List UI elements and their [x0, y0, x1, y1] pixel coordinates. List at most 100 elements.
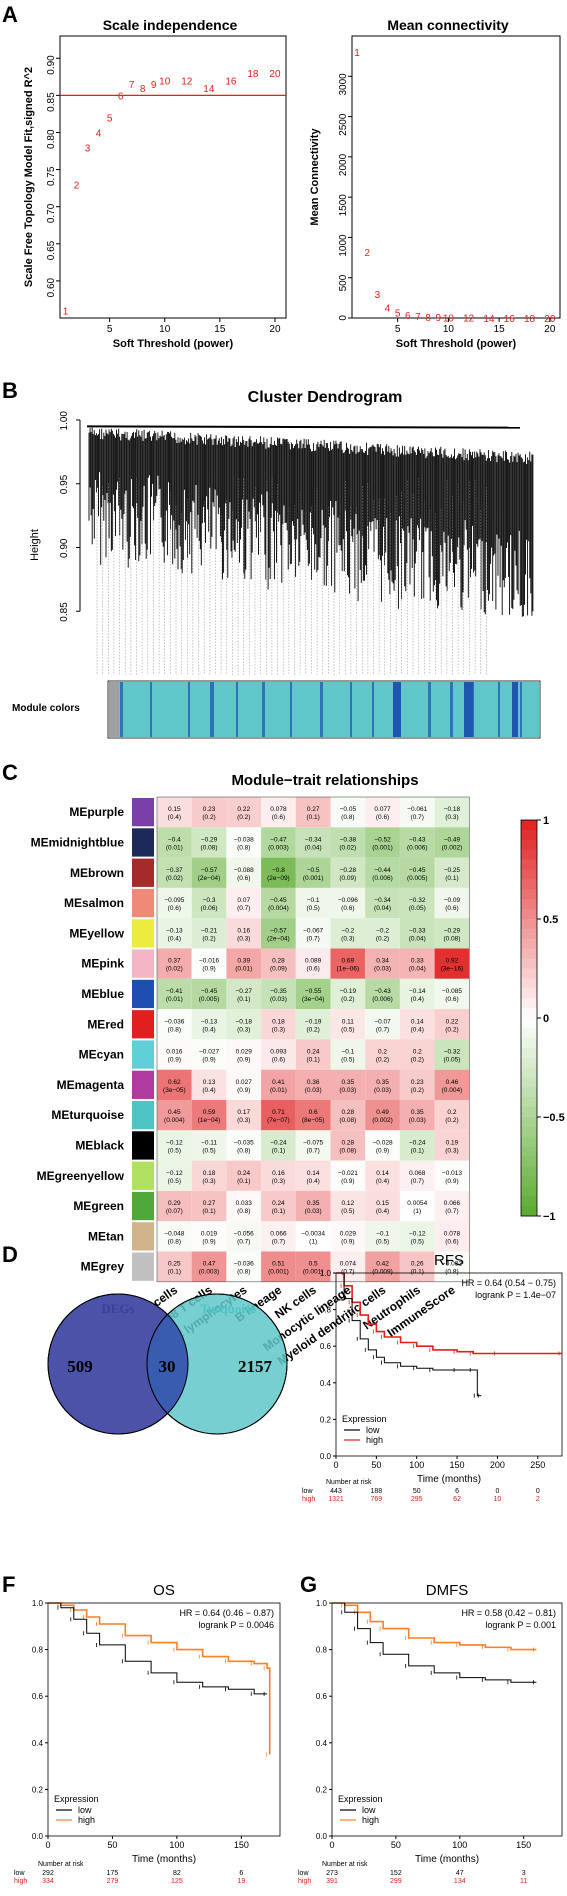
row-color-swatch [132, 1010, 154, 1039]
cell-pvalue: (8e−05) [302, 1117, 325, 1124]
cell-value: 0.26 [411, 1261, 424, 1268]
x-tick-label: 200 [490, 1460, 505, 1470]
panel-label-f: F [2, 1572, 15, 1597]
cell-pvalue: (0.7) [411, 814, 424, 821]
data-point-label: 14 [483, 314, 495, 325]
module-trait-heatmap: Module−trait relationships MEpurple 0.15(… [31, 772, 565, 1370]
km-curve-high [332, 1602, 537, 1651]
colorbar-segment [521, 968, 537, 979]
y-tick-label: 0.4 [320, 1379, 332, 1388]
cell-value: −0.09 [444, 897, 461, 904]
row-label: MEblue [81, 987, 124, 1001]
cell-pvalue: (0.1) [411, 1147, 424, 1154]
data-point-label: 2 [364, 248, 370, 259]
cell-pvalue: (0.6) [341, 905, 354, 912]
row-color-swatch [132, 828, 154, 857]
cell-value: −0.048 [164, 1230, 184, 1237]
cell-pvalue: (0.3) [445, 1147, 458, 1154]
cell-pvalue: (0.4) [376, 1208, 389, 1215]
cell-pvalue: (0.2) [341, 996, 354, 1003]
risk-value: 443 [330, 1488, 342, 1495]
dendrogram-drop-lines [96, 477, 487, 675]
cell-value: 0.2 [447, 1109, 456, 1116]
colorbar-segment [521, 1037, 537, 1049]
y-tick-label: 0.4 [32, 1739, 44, 1748]
cell-pvalue: (0.4) [202, 1026, 215, 1033]
module-color-blue [464, 682, 473, 737]
risk-value: 62 [453, 1496, 461, 1503]
plot-frame [351, 35, 561, 319]
row-label: MEtan [88, 1229, 124, 1243]
risk-row-name: high [298, 1878, 311, 1885]
plot-frame [47, 1602, 281, 1837]
row-color-swatch [132, 798, 154, 827]
heatmap-cell [434, 948, 470, 979]
heatmap-cell [399, 827, 435, 858]
y-tick-label: 0.65 [46, 240, 57, 260]
logrank-annotation: logrank P = 0.0046 [198, 1620, 274, 1630]
cell-value: 0.0054 [407, 1200, 427, 1207]
colorbar-segment [521, 988, 537, 999]
row-color-swatch [132, 1101, 154, 1130]
cell-pvalue: (0.9) [341, 1178, 354, 1185]
cell-pvalue: (0.7) [306, 1147, 319, 1154]
heatmap-cell [330, 1039, 366, 1070]
cell-value: 0.066 [270, 1230, 287, 1237]
cell-value: 0.45 [168, 1109, 181, 1116]
row-color-swatch [132, 1131, 154, 1160]
chart-title: DMFS [426, 1582, 469, 1599]
y-tick-label: 0 [338, 315, 349, 321]
cell-value: 0.16 [237, 927, 250, 934]
cell-value: −0.0034 [301, 1230, 325, 1237]
heatmap-cell [191, 1160, 227, 1191]
cluster-dendrogram: Cluster Dendrogram Height Module colors … [12, 389, 541, 739]
heatmap-cell [191, 797, 227, 828]
risk-row-name: high [14, 1878, 27, 1885]
y-tick-label: 0.75 [46, 166, 57, 186]
cell-pvalue: (0.08) [443, 935, 460, 942]
venn-set-label-degs: DEGs [101, 1301, 134, 1316]
module-colors-label: Module colors [12, 703, 80, 714]
x-tick-label: 150 [450, 1460, 465, 1470]
colorbar-segment [521, 859, 537, 870]
cell-value: −0.18 [236, 1018, 253, 1025]
cell-pvalue: (0.9) [202, 1057, 215, 1064]
cell-pvalue: (0.01) [166, 844, 183, 851]
y-tick-label: 0.90 [59, 538, 70, 558]
heatmap-cell [365, 1069, 400, 1100]
venn-count-turquoise: 2157 [238, 1357, 273, 1376]
row-color-swatch [132, 949, 154, 978]
x-tick-label: 100 [169, 1840, 184, 1850]
data-point-label: 3 [85, 143, 91, 154]
cell-pvalue: (0.004) [164, 1117, 185, 1124]
cell-pvalue: (0.5) [306, 905, 319, 912]
risk-value: 10 [494, 1496, 502, 1503]
risk-value: 292 [42, 1870, 54, 1877]
heatmap-cell [261, 1039, 296, 1070]
heatmap-cell [434, 887, 470, 919]
data-point-label: 18 [247, 69, 259, 80]
y-tick-label: 1.0 [320, 1269, 332, 1278]
cell-value: −0.24 [270, 1139, 287, 1146]
cell-value: 0.59 [203, 1109, 216, 1116]
data-point-label: 4 [385, 304, 391, 315]
cell-value: 0.22 [237, 806, 250, 813]
row-label: MEgreenyellow [37, 1169, 125, 1183]
cell-pvalue: (0.2) [306, 1026, 319, 1033]
heatmap-cell [434, 1190, 470, 1222]
colorbar-segment [521, 948, 537, 960]
chart-title: Module−trait relationships [231, 772, 418, 789]
heatmap-cell [330, 797, 366, 828]
heatmap-cell [226, 857, 262, 888]
y-tick-label: 0.0 [316, 1832, 328, 1841]
x-tick-label: 150 [516, 1840, 531, 1850]
module-color-blue [120, 682, 123, 737]
cell-value: −0.021 [338, 1170, 358, 1177]
x-tick-label: 100 [409, 1460, 424, 1470]
heatmap-cell [191, 1100, 227, 1131]
heatmap-cell [226, 918, 262, 949]
module-color-blue [393, 682, 401, 737]
heatmap-cell [157, 918, 192, 949]
heatmap-cell [330, 1009, 366, 1040]
cell-pvalue: (0.9) [445, 1178, 458, 1185]
